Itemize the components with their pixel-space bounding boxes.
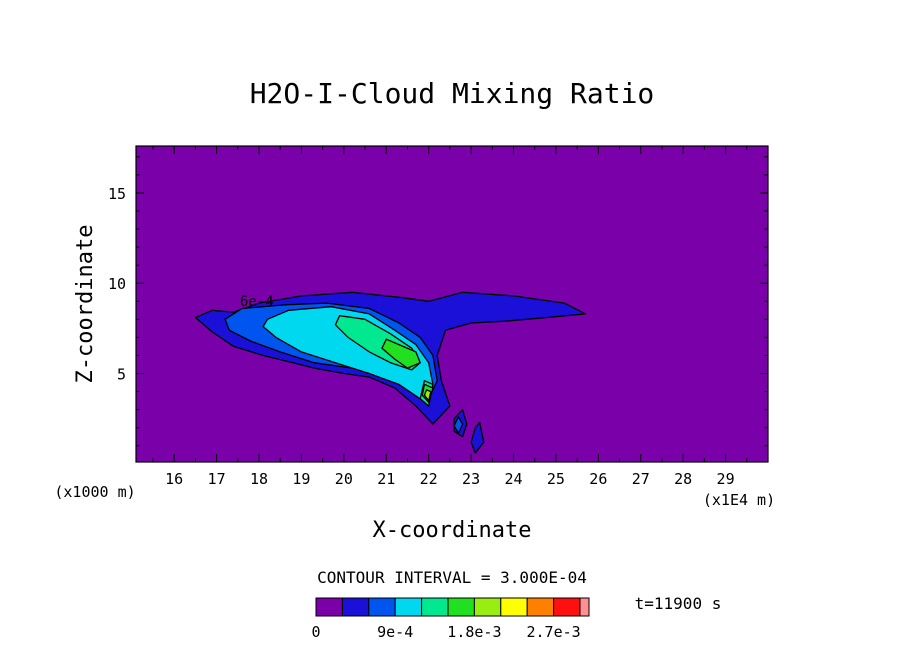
colorbar-label-0: 0 bbox=[311, 623, 320, 641]
colorbar-swatch-9 bbox=[553, 597, 581, 617]
colorbar-swatch-10 bbox=[579, 597, 590, 617]
x-tick-label-19: 19 bbox=[292, 470, 310, 488]
colorbar-swatch-2 bbox=[368, 597, 396, 617]
plot-area: 6e-4 bbox=[136, 146, 768, 462]
x-tick-label-24: 24 bbox=[504, 470, 522, 488]
x-scale-label: (x1E4 m) bbox=[703, 491, 775, 509]
contour-region-4 bbox=[453, 416, 464, 434]
x-tick-label-18: 18 bbox=[250, 470, 268, 488]
colorbar-swatch-5 bbox=[447, 597, 475, 617]
x-tick-label-25: 25 bbox=[547, 470, 565, 488]
y-axis-label: Z-coordinate bbox=[73, 225, 98, 384]
contour-region-10 bbox=[423, 389, 432, 402]
colorbar: 0 9e-4 1.8e-3 2.7e-3 bbox=[311, 597, 590, 641]
colorbar-label-1: 9e-4 bbox=[377, 623, 413, 641]
chart-title: H2O-I-Cloud Mixing Ratio bbox=[250, 77, 655, 110]
colorbar-swatch-4 bbox=[421, 597, 449, 617]
colorbar-label-3: 2.7e-3 bbox=[527, 623, 581, 641]
plot-frame bbox=[135, 145, 769, 463]
x-tick-label-26: 26 bbox=[589, 470, 607, 488]
y-tick-label-10: 10 bbox=[108, 275, 126, 293]
y-tick-label-5: 5 bbox=[117, 366, 126, 384]
contour-interval-text: CONTOUR INTERVAL = 3.000E-04 bbox=[317, 568, 587, 587]
y-tick-label-15: 15 bbox=[108, 185, 126, 203]
colorbar-swatch-8 bbox=[526, 597, 555, 617]
x-tick-label-21: 21 bbox=[377, 470, 395, 488]
x-tick-label-22: 22 bbox=[420, 470, 438, 488]
axes: 16 17 18 19 20 21 22 23 24 25 26 27 28 29 5 10 15 bbox=[108, 145, 769, 488]
colorbar-swatch-3 bbox=[394, 597, 423, 617]
x-tick-label-23: 23 bbox=[462, 470, 480, 488]
x-axis-label: X-coordinate bbox=[373, 518, 532, 543]
colorbar-swatch-7 bbox=[500, 597, 528, 617]
contour-region-8 bbox=[381, 338, 421, 369]
contour-region-2 bbox=[470, 421, 485, 454]
x-tick-label-28: 28 bbox=[674, 470, 692, 488]
colorbar-swatch-6 bbox=[473, 597, 502, 617]
colorbar-swatch-1 bbox=[341, 597, 370, 617]
colorbar-swatch-0 bbox=[315, 597, 343, 617]
x-tick-label-27: 27 bbox=[632, 470, 650, 488]
colorbar-label-2: 1.8e-3 bbox=[447, 623, 501, 641]
x-tick-label-29: 29 bbox=[717, 470, 735, 488]
contour-label: 6e-4 bbox=[240, 294, 274, 310]
time-text: t=11900 s bbox=[635, 594, 722, 613]
x-tick-label-17: 17 bbox=[208, 470, 226, 488]
x-tick-label-20: 20 bbox=[335, 470, 353, 488]
x-tick-label-16: 16 bbox=[165, 470, 183, 488]
x-unit-label: (x1000 m) bbox=[54, 483, 135, 501]
